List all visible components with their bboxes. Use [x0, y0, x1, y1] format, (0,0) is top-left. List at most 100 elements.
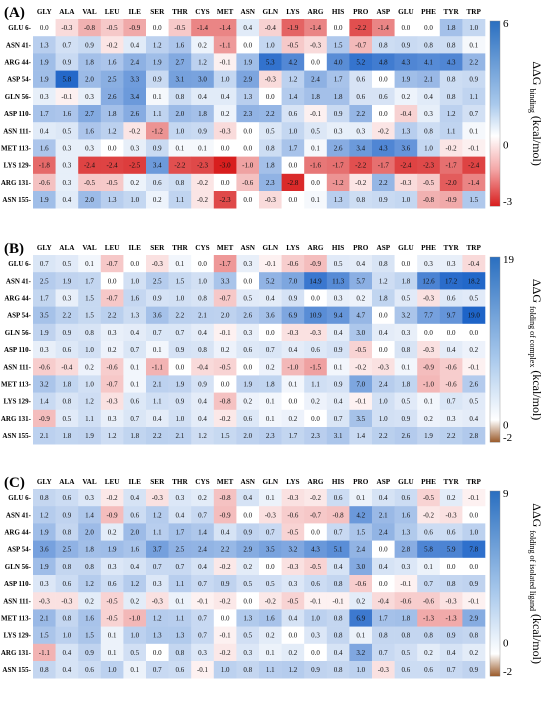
heatmap-cell — [439, 105, 463, 123]
cell-value: 3.1 — [334, 432, 343, 440]
heatmap-cell — [123, 191, 147, 209]
cell-value: 0.7 — [176, 329, 185, 337]
cell-value: -1.2 — [333, 179, 345, 187]
row-label: ARG 44- — [4, 59, 31, 67]
heatmap-cell — [326, 592, 350, 610]
heatmap-cell — [236, 122, 260, 140]
heatmap-cell — [78, 255, 102, 273]
heatmap-cell — [349, 643, 373, 662]
cell-value: 1.8 — [108, 110, 117, 118]
heatmap-cell — [100, 661, 124, 679]
cell-value: -0.8 — [220, 398, 232, 406]
heatmap-cell — [33, 289, 56, 307]
cell-value: 1.4 — [85, 511, 94, 519]
cell-value: 1.2 — [130, 580, 139, 588]
heatmap-cell — [259, 506, 282, 524]
cell-value: -0.7 — [310, 511, 322, 519]
cell-value: 0.0 — [447, 563, 456, 571]
row-label: ASP 110- — [4, 110, 32, 118]
column-label: GLN — [263, 8, 279, 16]
cell-value: 2.3 — [266, 179, 275, 187]
cell-value: 0.9 — [289, 295, 298, 303]
cell-value: -0.2 — [446, 145, 458, 153]
heatmap-cell — [100, 156, 124, 175]
heatmap-cell — [236, 609, 260, 627]
cell-value: -2.8 — [287, 179, 299, 187]
cell-value: 0.3 — [243, 649, 252, 657]
heatmap-cell — [372, 506, 395, 524]
cell-value: 0.0 — [289, 398, 298, 406]
cell-value: -0.2 — [220, 597, 232, 605]
heatmap-cell — [213, 392, 237, 411]
heatmap-cell — [462, 409, 486, 428]
column-label: CYS — [195, 478, 209, 486]
heatmap-cell — [78, 191, 102, 209]
heatmap-cell — [439, 255, 463, 273]
heatmap-cell — [281, 53, 305, 71]
heatmap-cell — [394, 156, 418, 175]
cell-value: 1.0 — [379, 398, 388, 406]
cell-value: 3.4 — [356, 145, 365, 153]
column-label: TYR — [444, 244, 460, 252]
heatmap-cell — [33, 156, 56, 175]
cell-value: 1.8 — [85, 59, 94, 67]
cell-value: 0.9 — [153, 76, 162, 84]
heatmap-cell — [349, 36, 373, 54]
cell-value: 0.1 — [266, 494, 275, 502]
heatmap-cell — [191, 409, 215, 428]
cell-value: 1.5 — [334, 41, 343, 49]
heatmap-cell — [33, 19, 56, 37]
column-label: SER — [150, 244, 165, 252]
cell-value: -0.6 — [39, 179, 51, 187]
row-label: ARG 131- — [1, 179, 32, 187]
cell-value: 0.4 — [130, 494, 139, 502]
cell-value: -1.0 — [129, 615, 141, 623]
heatmap-cell — [304, 540, 328, 559]
heatmap-cell — [372, 105, 395, 123]
cell-value: 0.9 — [63, 511, 72, 519]
cell-value: -2.5 — [129, 162, 141, 170]
heatmap-cell — [372, 392, 395, 411]
heatmap-cell — [304, 173, 328, 192]
cell-value: 1.0 — [198, 277, 207, 285]
cell-value: 0.7 — [447, 398, 456, 406]
heatmap-cell — [100, 139, 124, 157]
heatmap-cell — [304, 489, 328, 507]
cell-value: 0.2 — [469, 649, 478, 657]
cell-value: 1.0 — [63, 632, 72, 640]
heatmap-cell — [100, 19, 124, 37]
cell-value: -1.1 — [152, 363, 164, 371]
heatmap-cell — [372, 609, 395, 627]
cell-value: -0.3 — [287, 494, 299, 502]
cell-value: -0.6 — [400, 597, 412, 605]
cell-value: 0.8 — [334, 666, 343, 674]
cell-value: -0.2 — [107, 494, 119, 502]
heatmap-cell — [168, 191, 192, 209]
heatmap-cell — [55, 661, 79, 679]
cell-value: 0.1 — [266, 649, 275, 657]
heatmap-cell — [191, 191, 215, 209]
heatmap-cell — [417, 255, 441, 273]
cell-value: 6.9 — [356, 615, 365, 623]
heatmap-cell — [349, 53, 373, 71]
cell-value: -0.2 — [378, 127, 390, 135]
heatmap-cell — [372, 592, 395, 610]
heatmap-cell — [213, 575, 237, 593]
heatmap-cell — [349, 255, 373, 273]
heatmap-cell — [213, 139, 237, 157]
heatmap-cell — [304, 609, 328, 627]
heatmap-cell — [372, 122, 395, 140]
heatmap-cell — [236, 156, 260, 175]
heatmap-cell — [100, 105, 124, 123]
heatmap-cell — [372, 191, 395, 209]
cell-value: 5.3 — [266, 59, 275, 67]
cell-value: 0.8 — [379, 260, 388, 268]
heatmap-cell — [168, 392, 192, 411]
heatmap-cell — [259, 540, 282, 559]
heatmap-cell — [326, 609, 350, 627]
cell-value: 0.2 — [402, 93, 411, 101]
heatmap-cell — [462, 173, 486, 192]
heatmap-cell — [191, 323, 215, 342]
cell-value: 1.9 — [243, 381, 252, 389]
heatmap-cell — [372, 557, 395, 576]
